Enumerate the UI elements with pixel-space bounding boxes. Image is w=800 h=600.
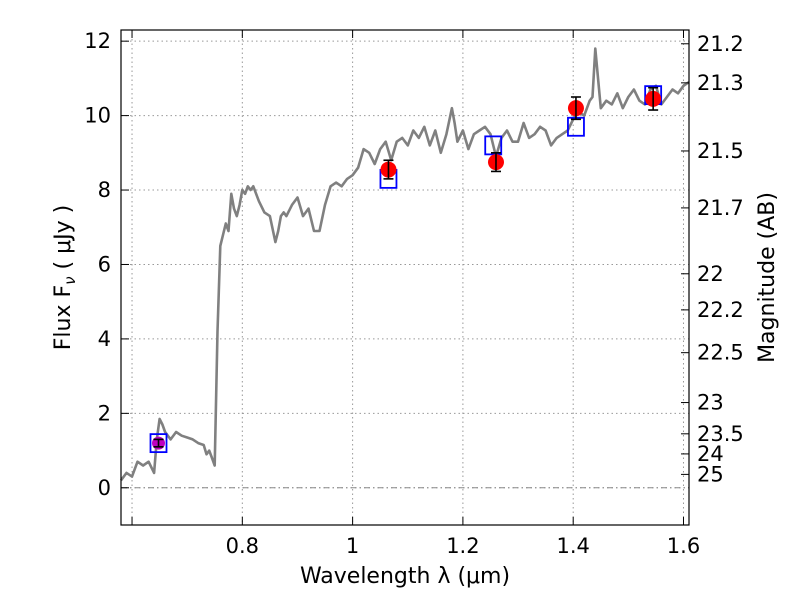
y2-tick-label: 22 [697, 262, 724, 286]
x-tick-label: 1.6 [667, 534, 700, 558]
y-axis-label-unit: ( μJy ) [51, 205, 76, 277]
y2-tick-label: 22.2 [697, 298, 744, 322]
points-layer [149, 85, 663, 454]
y-tick-label: 12 [84, 29, 111, 53]
x-tick-label: 1 [346, 534, 359, 558]
x-tick-label: 0.8 [226, 534, 259, 558]
x-axis-label: Wavelength λ (μm) [300, 564, 510, 589]
y2-tick-label: 21.7 [697, 196, 744, 220]
y2-tick-label: 21.3 [697, 71, 744, 95]
y-tick-label: 10 [84, 104, 111, 128]
y2-tick-label: 25 [697, 462, 724, 486]
y2-tick-label: 21.2 [697, 32, 744, 56]
y2-axis-label: Magnitude (AB) [755, 192, 780, 363]
y-tick-label: 2 [98, 401, 111, 425]
y2-tick-label: 22.5 [697, 341, 744, 365]
y-axis-label-subscript: ν [61, 276, 79, 284]
y-tick-label: 0 [98, 476, 111, 500]
y-tick-label: 4 [98, 327, 111, 351]
y-axis-label: Flux Fν ( μJy ) [51, 205, 79, 350]
y2-tick-label: 23 [697, 391, 724, 415]
series-layer [119, 47, 690, 482]
y-axis-label-main: Flux F [51, 285, 76, 350]
x-tick-label: 1.2 [446, 534, 479, 558]
x-tick-label: 1.4 [556, 534, 589, 558]
plot-frame [120, 29, 690, 526]
y2-tick-label: 24 [697, 442, 724, 466]
y-tick-label: 6 [98, 252, 111, 276]
y-tick-label: 8 [98, 178, 111, 202]
model-flux-square [149, 433, 168, 454]
spectrum-line [119, 47, 690, 482]
y2-tick-label: 21.5 [697, 139, 744, 163]
y2-tick-label: 23.5 [697, 422, 744, 446]
model-flux-square [484, 135, 503, 156]
